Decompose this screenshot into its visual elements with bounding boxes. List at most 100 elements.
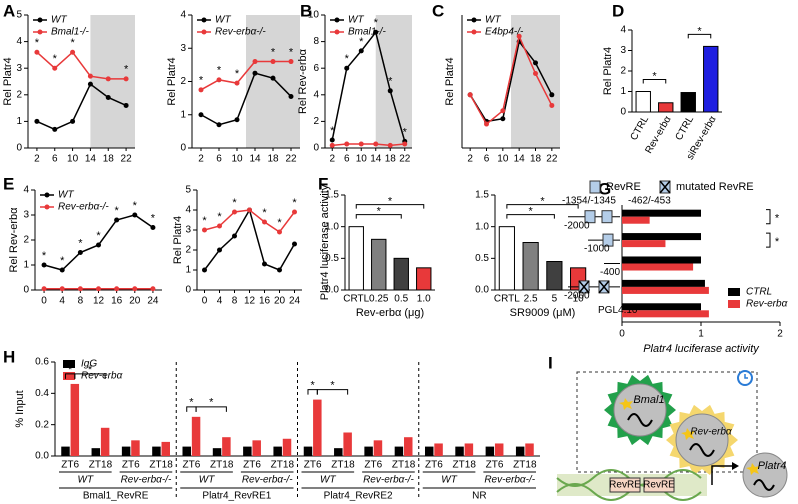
- revre-box: [609, 477, 641, 493]
- point: [344, 141, 350, 147]
- revre-site: [584, 210, 596, 224]
- legend-marker: [334, 29, 340, 35]
- bar: [546, 261, 563, 291]
- significance: *: [292, 197, 297, 209]
- bar: [282, 438, 292, 456]
- dark-phase: [90, 15, 135, 148]
- site-label: -1354/-1345: [562, 196, 616, 207]
- y-tick-label: 1.5: [475, 190, 489, 201]
- bar: [498, 226, 515, 291]
- y-tick-label: 2: [185, 245, 191, 256]
- y-axis-label: Rel Platr4: [166, 57, 178, 105]
- sun: [619, 398, 633, 410]
- significance: *: [262, 207, 267, 219]
- significance: *: [217, 65, 222, 77]
- bar: [252, 440, 261, 456]
- construct-label: -400: [600, 267, 620, 278]
- point: [247, 207, 252, 213]
- x-tick-label: ZT18: [513, 460, 537, 471]
- point: [216, 122, 222, 128]
- revre-site: [601, 210, 613, 224]
- panel-letter: F: [318, 174, 328, 193]
- x-tick-label: ZT6: [364, 460, 382, 471]
- bar: [424, 446, 434, 456]
- y-tick-label: 0.0: [325, 285, 339, 296]
- bar: [622, 233, 701, 241]
- significance: *: [88, 364, 93, 376]
- y-tick-label: 1: [185, 265, 191, 276]
- dashed-frame: [576, 371, 758, 473]
- construct-label: -2000: [564, 220, 590, 231]
- y-tick-label: 2: [16, 89, 22, 100]
- bar: [622, 240, 666, 248]
- revre-label: RevRE: [643, 480, 675, 491]
- bar: [131, 440, 140, 456]
- significance: *: [359, 36, 364, 48]
- y-axis-label: Rel Platr4: [172, 216, 184, 264]
- y-tick-label: 10: [308, 10, 320, 21]
- x-tick-label: 12: [93, 296, 105, 307]
- point: [77, 250, 83, 255]
- legend-marker: [44, 204, 50, 210]
- wave: [689, 443, 715, 457]
- panel-letter: I: [548, 353, 553, 372]
- y-tick-label: 3: [16, 63, 22, 74]
- point: [484, 121, 489, 127]
- panel-letter: C: [432, 1, 444, 20]
- y-tick-label: 2: [620, 66, 626, 77]
- x-tick-label: 20: [274, 296, 286, 307]
- point: [277, 229, 282, 235]
- x-tick-label: 18: [385, 154, 397, 165]
- y-tick-label: 3: [23, 210, 29, 221]
- x-tick-label: 16: [111, 296, 123, 307]
- significance: *: [35, 37, 40, 49]
- construct-label: -2000: [564, 291, 590, 302]
- bar: [371, 238, 387, 291]
- point: [150, 286, 156, 292]
- construct-label: PGL4.10: [598, 305, 638, 316]
- y-tick-label: 1: [23, 260, 29, 271]
- legend-label: IgG: [81, 359, 97, 370]
- y-tick-label: 4: [185, 205, 191, 216]
- x-tick-label: ZT18: [453, 460, 477, 471]
- sun: [681, 428, 695, 440]
- point: [70, 118, 76, 124]
- bar: [404, 437, 413, 456]
- significance: *: [330, 380, 335, 392]
- dark-phase: [246, 15, 300, 148]
- x-tick-label: CRTL: [343, 294, 369, 305]
- sun: [746, 463, 760, 475]
- clock-icon: [737, 370, 753, 386]
- bmal1-label: Bmal1: [633, 394, 664, 406]
- legend-label: WT: [485, 15, 501, 26]
- point: [123, 76, 129, 82]
- bar: [434, 443, 443, 456]
- y-tick-label: 0: [313, 143, 319, 154]
- reverba-protein: [675, 413, 729, 467]
- x-tick-label: ZT6: [425, 460, 443, 471]
- x-tick-label: 6: [216, 154, 222, 165]
- x-tick-label: CTRL: [629, 114, 652, 142]
- bracket: [355, 204, 425, 209]
- bar: [334, 448, 343, 456]
- point: [344, 65, 350, 71]
- bar: [100, 427, 110, 456]
- significance: *: [235, 68, 240, 80]
- significance: *: [78, 237, 83, 249]
- x-tick-label: 12: [244, 296, 256, 307]
- y-tick-label: 1.0: [475, 221, 489, 232]
- y-axis-label: Rel Rev-erbα: [8, 207, 20, 273]
- significance: *: [202, 215, 207, 227]
- y-tick-label: 1: [180, 109, 186, 120]
- point: [549, 92, 555, 98]
- legend-revre: [589, 180, 601, 194]
- point: [387, 142, 393, 148]
- bar: [658, 102, 674, 113]
- x-tick-label: 10: [497, 154, 509, 165]
- y-axis-label: Rel Platr4: [444, 57, 456, 105]
- mutation-cross: [659, 180, 671, 194]
- revre-site: [602, 233, 614, 247]
- x-tick-label: 22: [285, 154, 297, 165]
- point: [262, 261, 267, 267]
- genotype-label: Rev-erbα-/-: [363, 475, 414, 486]
